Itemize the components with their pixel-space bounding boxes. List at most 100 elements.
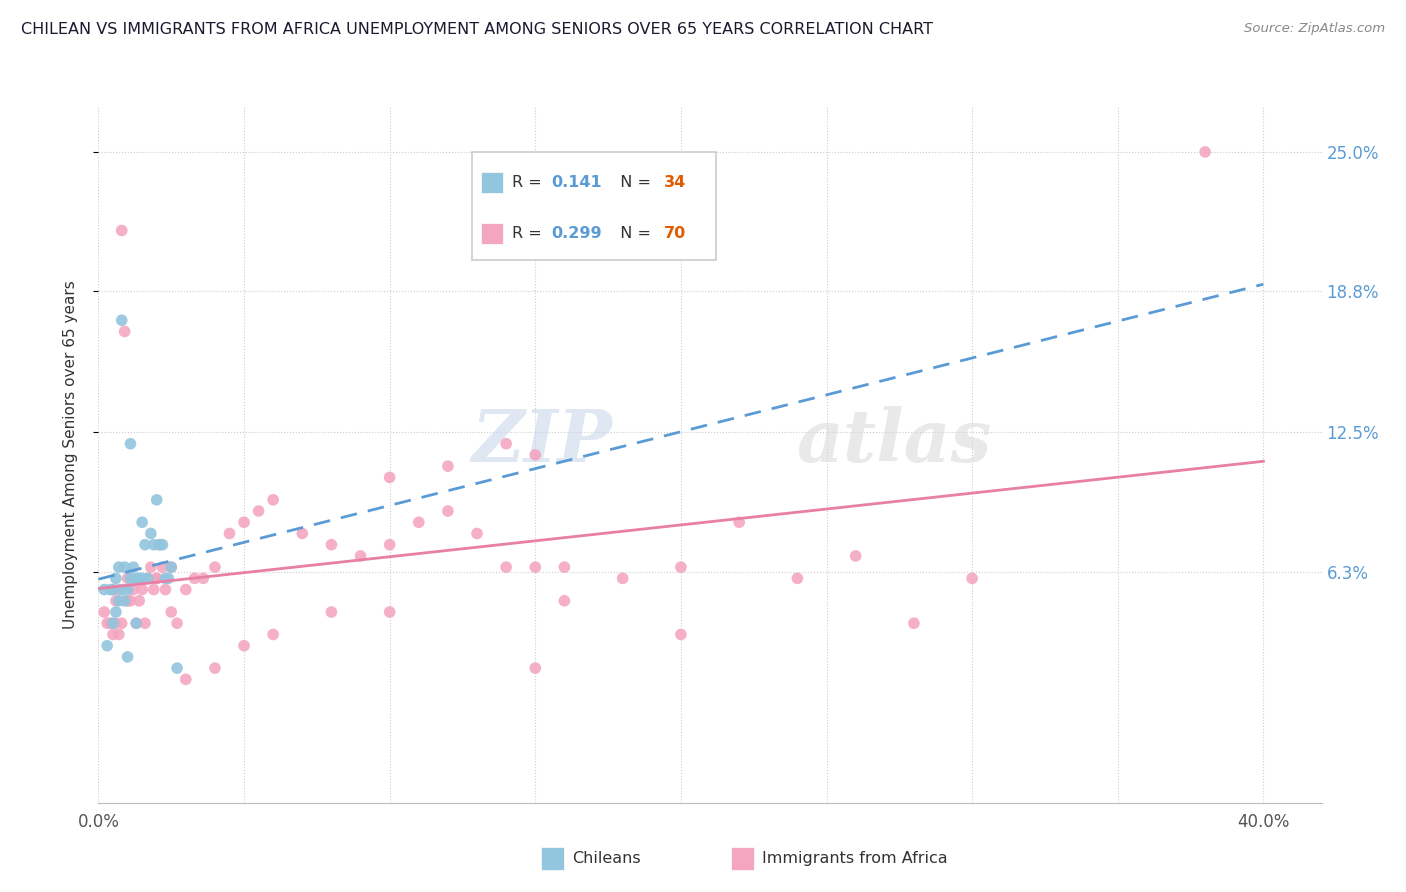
Point (160, 560, 183, 574)
Point (204, 661, 226, 675)
Point (669, 560, 692, 574)
Point (495, 436, 517, 450)
Text: 0.299: 0.299 (551, 226, 602, 241)
Point (233, 515, 256, 529)
Point (131, 582, 153, 597)
Text: atlas: atlas (796, 406, 991, 476)
Point (98, 616, 121, 631)
Point (157, 571, 180, 585)
Point (145, 571, 167, 585)
Point (166, 661, 188, 675)
Point (262, 492, 284, 507)
Text: 0.141: 0.141 (551, 176, 602, 190)
Point (120, 594, 142, 608)
Point (960, 571, 983, 585)
Point (125, 616, 148, 631)
Point (524, 661, 547, 675)
Point (408, 515, 430, 529)
Point (247, 504, 270, 518)
Y-axis label: Unemployment Among Seniors over 65 years: Unemployment Among Seniors over 65 years (63, 281, 77, 629)
Point (786, 571, 808, 585)
Point (145, 571, 167, 585)
Point (111, 616, 134, 631)
Point (378, 538, 401, 552)
Point (321, 605, 343, 619)
Point (93, 605, 115, 619)
Point (104, 594, 127, 608)
Point (378, 605, 401, 619)
Point (108, 627, 131, 641)
Point (117, 594, 139, 608)
Point (495, 560, 517, 574)
Point (125, 616, 148, 631)
Point (139, 526, 162, 541)
Text: Immigrants from Africa: Immigrants from Africa (762, 852, 948, 866)
Point (166, 616, 188, 631)
Point (612, 571, 634, 585)
Point (155, 571, 177, 585)
Text: Chileans: Chileans (572, 852, 641, 866)
Point (93, 582, 115, 597)
Point (728, 515, 751, 529)
Point (101, 616, 124, 631)
Point (122, 560, 145, 574)
Text: CHILEAN VS IMMIGRANTS FROM AFRICA UNEMPLOYMENT AMONG SENIORS OVER 65 YEARS CORRE: CHILEAN VS IMMIGRANTS FROM AFRICA UNEMPL… (21, 22, 934, 37)
Text: N =: N = (610, 176, 657, 190)
Point (134, 538, 156, 552)
Point (114, 594, 136, 608)
Point (108, 594, 131, 608)
Point (114, 325, 136, 339)
Point (104, 616, 127, 631)
Point (233, 639, 256, 653)
Point (160, 605, 183, 619)
Text: Source: ZipAtlas.com: Source: ZipAtlas.com (1244, 22, 1385, 36)
Point (553, 594, 575, 608)
Point (128, 571, 150, 585)
Point (111, 223, 134, 237)
Point (136, 571, 159, 585)
Point (160, 560, 183, 574)
Point (155, 582, 177, 597)
Point (136, 571, 159, 585)
Point (101, 582, 124, 597)
Text: R =: R = (512, 176, 547, 190)
Point (152, 538, 174, 552)
Point (174, 673, 197, 687)
Point (101, 582, 124, 597)
Point (218, 526, 240, 541)
Point (193, 571, 215, 585)
Point (845, 549, 868, 563)
Point (117, 649, 139, 664)
Text: N =: N = (610, 226, 657, 241)
Point (142, 538, 165, 552)
Point (104, 571, 127, 585)
Point (321, 538, 343, 552)
Point (108, 560, 131, 574)
Point (149, 538, 172, 552)
Point (131, 571, 153, 585)
Point (465, 526, 488, 541)
Point (108, 582, 131, 597)
Point (131, 515, 153, 529)
Point (669, 627, 692, 641)
Point (524, 560, 547, 574)
Point (349, 549, 371, 563)
Point (183, 571, 205, 585)
Point (142, 582, 165, 597)
Point (149, 538, 172, 552)
Point (378, 470, 401, 484)
Text: 70: 70 (664, 226, 686, 241)
Point (120, 436, 142, 450)
Point (128, 594, 150, 608)
Point (291, 526, 314, 541)
Point (125, 571, 148, 585)
Point (903, 616, 925, 631)
Point (111, 313, 134, 327)
Point (120, 571, 142, 585)
Text: R =: R = (512, 226, 547, 241)
Point (96, 639, 118, 653)
Point (101, 627, 124, 641)
Point (437, 459, 460, 474)
Text: ZIP: ZIP (471, 406, 612, 476)
Point (122, 582, 145, 597)
